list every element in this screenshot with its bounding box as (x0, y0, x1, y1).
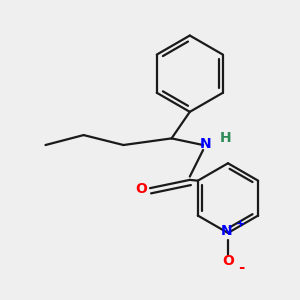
Text: H: H (220, 131, 232, 146)
Text: N: N (220, 224, 232, 238)
Text: O: O (135, 182, 147, 196)
Text: O: O (222, 254, 234, 268)
Text: N: N (200, 137, 212, 151)
Text: -: - (238, 260, 244, 275)
Text: +: + (236, 219, 245, 229)
